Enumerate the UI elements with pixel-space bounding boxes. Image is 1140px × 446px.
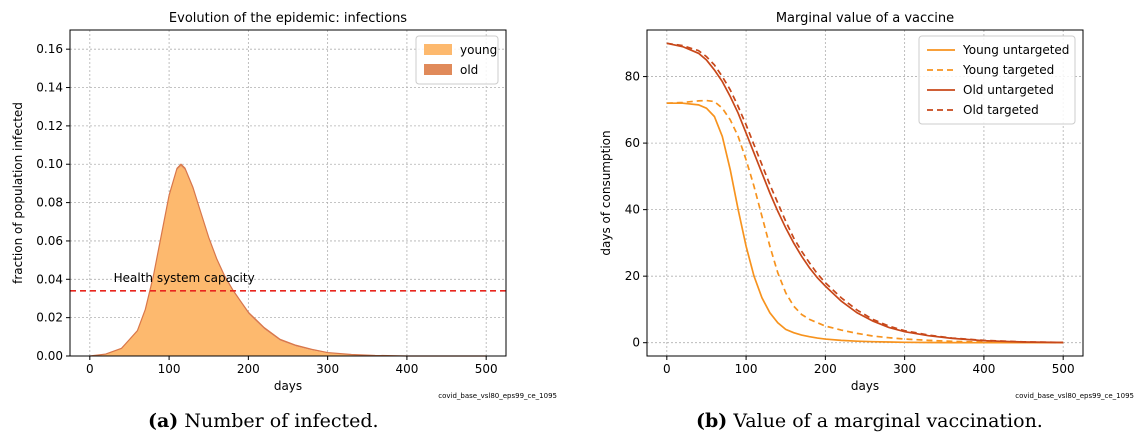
x-tick-label: 400 — [972, 362, 995, 376]
caption-b-label: (b) — [696, 410, 728, 432]
legend-label: Young untargeted — [962, 43, 1069, 57]
legend-label: Old targeted — [963, 103, 1039, 117]
caption-a-label: (a) — [148, 410, 179, 432]
caption-b-text: Value of a marginal vaccination. — [733, 410, 1043, 432]
y-axis-label: fraction of population infected — [11, 102, 25, 284]
y-tick-label: 40 — [625, 203, 640, 217]
chart-title: Evolution of the epidemic: infections — [169, 11, 407, 26]
x-axis-label: days — [851, 379, 879, 393]
y-tick-label: 0 — [632, 336, 640, 350]
y-tick-label: 0.08 — [36, 196, 63, 210]
x-tick-label: 200 — [237, 362, 260, 376]
x-tick-label: 100 — [735, 362, 758, 376]
y-axis-label: days of consumption — [599, 130, 613, 255]
line-old-untargeted — [666, 42, 1064, 344]
y-tick-label: 0.06 — [36, 234, 63, 248]
caption-a-text: Number of infected. — [184, 410, 379, 432]
legend-label: young — [460, 43, 497, 57]
x-axis-label: days — [274, 379, 302, 393]
legend: Young untargeted Young targeted Old untarg… — [918, 35, 1076, 125]
capacity-label: Health system capacity — [114, 271, 255, 285]
y-tick-label: 0.02 — [36, 311, 63, 325]
x-tick-label: 0 — [663, 362, 671, 376]
chart-infections: Health system capacity 0 100 200 300 400 500 0.… — [11, 11, 557, 400]
line-young-untargeted — [666, 102, 1064, 344]
x-tick-label: 0 — [86, 362, 94, 376]
x-tick-label: 100 — [158, 362, 181, 376]
legend-label: Young targeted — [962, 63, 1054, 77]
y-tick-label: 0.16 — [36, 42, 63, 56]
legend-label: Old untargeted — [963, 83, 1054, 97]
plot-frame — [69, 29, 507, 357]
legend-label: old — [460, 63, 478, 77]
plot-frame — [646, 29, 1084, 357]
area-outline — [89, 163, 487, 357]
area-young — [89, 166, 487, 356]
caption-b: (b) Value of a marginal vaccination. — [696, 410, 1043, 432]
line-young-targeted — [666, 99, 1064, 344]
y-tick-label: 80 — [625, 70, 640, 84]
x-tick-label: 300 — [316, 362, 339, 376]
chart-footnote: covid_base_vsl80_eps99_ce_1095 — [1015, 392, 1134, 400]
line-old-targeted — [666, 42, 1064, 344]
legend-swatch-young — [424, 44, 452, 55]
x-tick-label: 500 — [1052, 362, 1075, 376]
chart-vaccine-value: 0 100 200 300 400 500 0 20 40 60 80 Marginal value … — [599, 11, 1134, 400]
y-tick-label: 0.12 — [36, 119, 63, 133]
y-tick-label: 0.10 — [36, 157, 63, 171]
y-tick-label: 60 — [625, 136, 640, 150]
x-tick-label: 200 — [814, 362, 837, 376]
chart-footnote: covid_base_vsl80_eps99_ce_1095 — [438, 392, 557, 400]
y-tick-label: 0.04 — [36, 272, 63, 286]
caption-a: (a) Number of infected. — [148, 410, 379, 432]
x-tick-label: 400 — [395, 362, 418, 376]
x-tick-label: 300 — [893, 362, 916, 376]
y-tick-label: 20 — [625, 269, 640, 283]
chart-title: Marginal value of a vaccine — [776, 11, 954, 26]
x-tick-label: 500 — [475, 362, 498, 376]
y-tick-label: 0.00 — [36, 349, 63, 363]
legend-box — [918, 35, 1076, 125]
y-tick-label: 0.14 — [36, 81, 63, 95]
legend-swatch-old — [424, 64, 452, 75]
legend: young old — [415, 35, 499, 85]
